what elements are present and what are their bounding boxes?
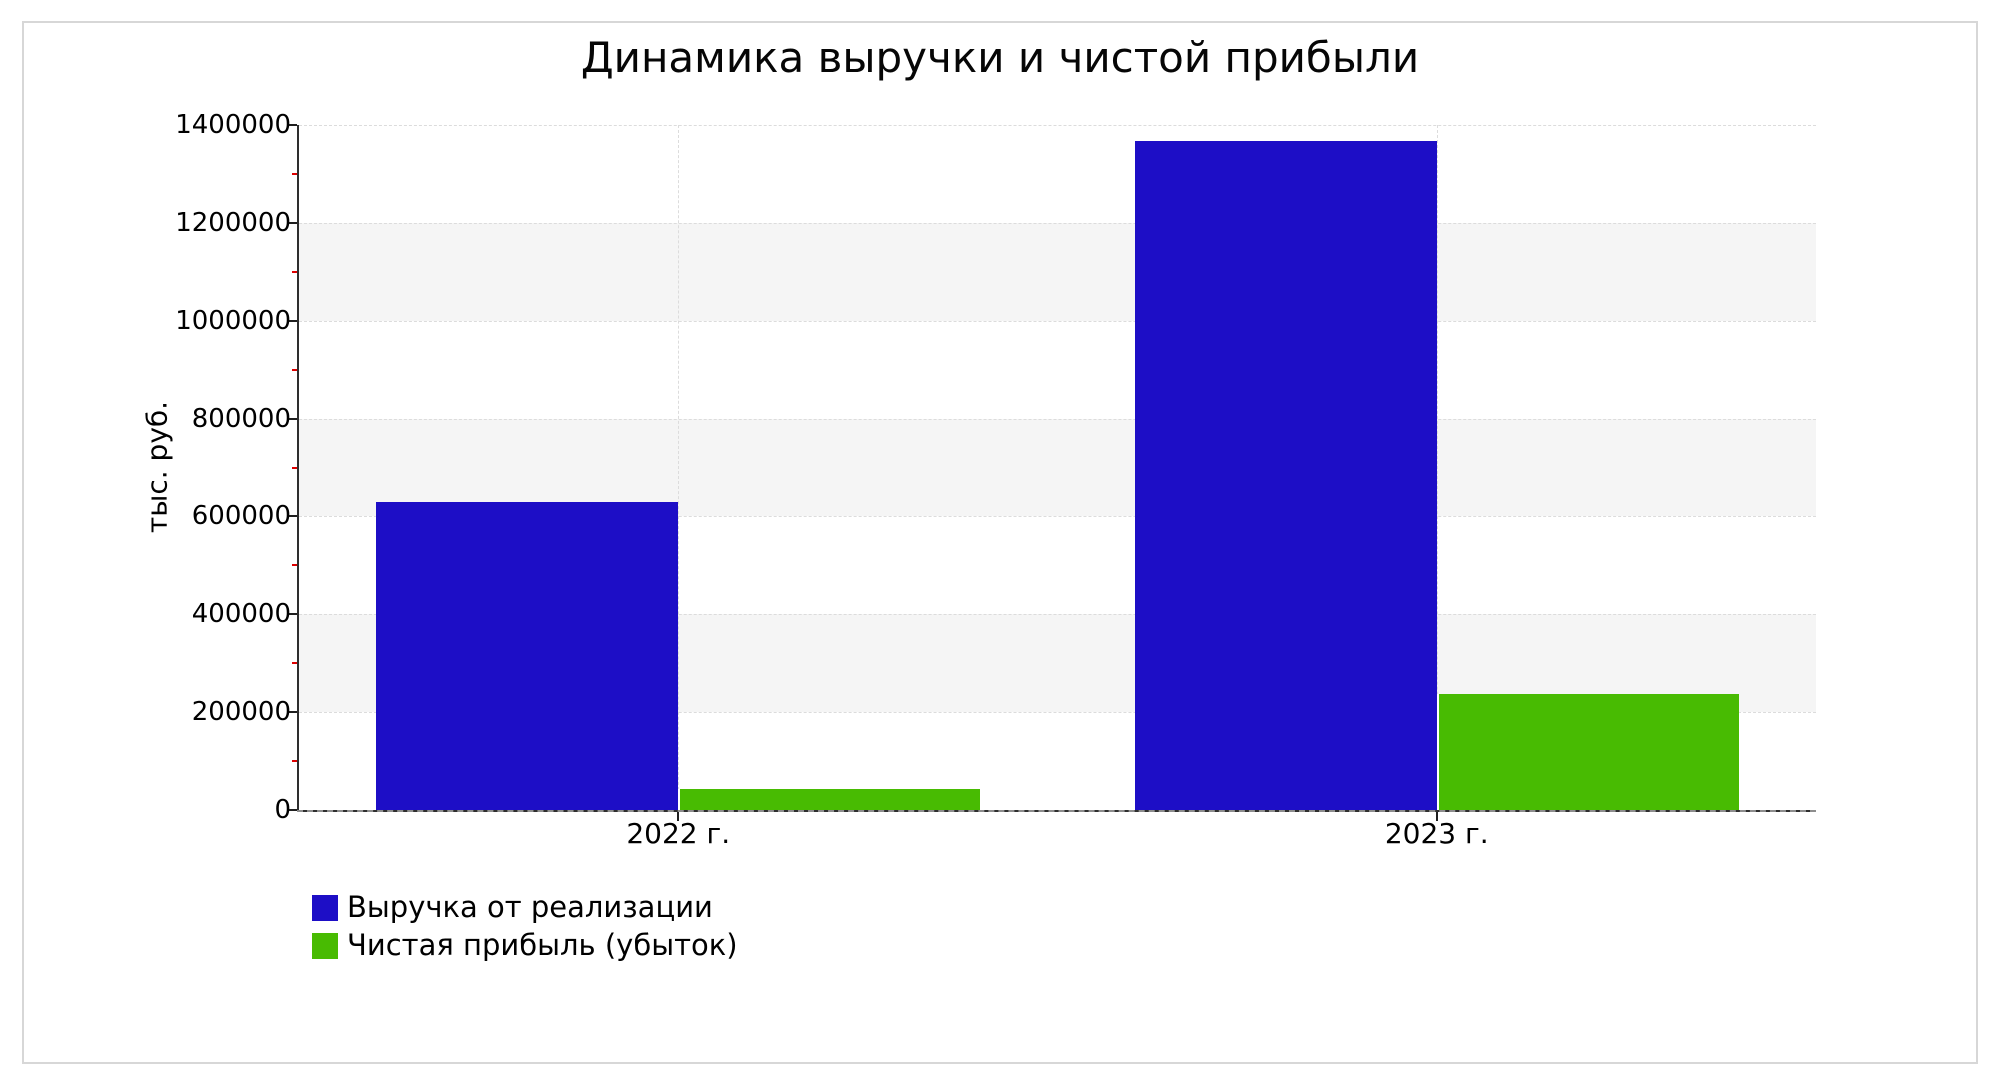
bar: [678, 789, 981, 810]
y-axis-major-tick: [288, 515, 297, 518]
y-axis-major-tick: [288, 319, 297, 322]
gridline-horizontal: [299, 614, 1816, 616]
y-axis-major-tick: [288, 711, 297, 714]
gridline-horizontal: [299, 125, 1816, 126]
y-axis-line: [297, 125, 299, 810]
y-axis-major-tick: [288, 613, 297, 616]
bar: [1134, 141, 1437, 810]
gridline-vertical: [678, 125, 680, 810]
y-axis-minor-tick: [292, 466, 297, 469]
plot-band: [299, 320, 1816, 419]
y-axis-tick-label: 600000: [191, 501, 291, 532]
legend-swatch: [312, 894, 338, 921]
gridline-horizontal: [299, 516, 1816, 518]
y-axis-minor-tick: [292, 760, 297, 763]
x-axis-label: 2022 г.: [626, 817, 731, 850]
y-axis-tick-label: 0: [274, 795, 291, 825]
plot-band: [299, 222, 1816, 321]
legend-label: Выручка от реализации: [347, 890, 713, 924]
y-axis-minor-tick: [292, 662, 297, 665]
bar: [376, 501, 679, 810]
y-axis-tick-label: 400000: [191, 599, 291, 630]
y-axis-tick-label: 1400000: [175, 110, 291, 140]
legend-swatch: [312, 932, 338, 959]
legend-item: Выручка от реализации: [312, 891, 738, 924]
y-axis-major-tick: [288, 809, 297, 811]
gridline-horizontal: [299, 222, 1816, 224]
y-axis-tick-label: 800000: [191, 403, 291, 434]
x-axis-tick: [677, 812, 680, 821]
y-axis-major-tick: [288, 221, 297, 224]
plot-band: [299, 418, 1816, 517]
gridline-horizontal: [299, 418, 1816, 420]
y-axis-major-tick: [288, 124, 297, 126]
legend-label: Чистая прибыль (убыток): [347, 928, 738, 962]
x-axis-tick: [1435, 812, 1438, 821]
y-axis-tick-label: 200000: [191, 697, 291, 728]
y-axis-minor-tick: [292, 172, 297, 175]
chart-title: Динамика выручки и чистой прибыли: [580, 33, 1420, 82]
plot-area: [288, 124, 1816, 821]
gridline-vertical: [1436, 125, 1438, 810]
y-axis-tick-label: 1200000: [175, 207, 291, 238]
x-axis-label: 2023 г.: [1384, 817, 1489, 850]
gridline-horizontal: [299, 320, 1816, 322]
plot-band: [299, 125, 1816, 223]
y-axis-minor-tick: [292, 270, 297, 273]
y-axis-minor-tick: [292, 368, 297, 371]
bar: [1436, 694, 1739, 810]
x-axis-zero-gridline: [297, 810, 1816, 812]
y-axis-minor-tick: [292, 564, 297, 567]
y-axis-major-tick: [288, 417, 297, 420]
chart-card: Динамика выручки и чистой прибыли тыс. р…: [22, 21, 1978, 1064]
legend-item: Чистая прибыль (убыток): [312, 929, 738, 962]
gridline-horizontal: [299, 712, 1816, 714]
y-axis-tick-label: 1000000: [175, 305, 291, 336]
legend: Выручка от реализации Чистая прибыль (убы…: [312, 891, 738, 967]
